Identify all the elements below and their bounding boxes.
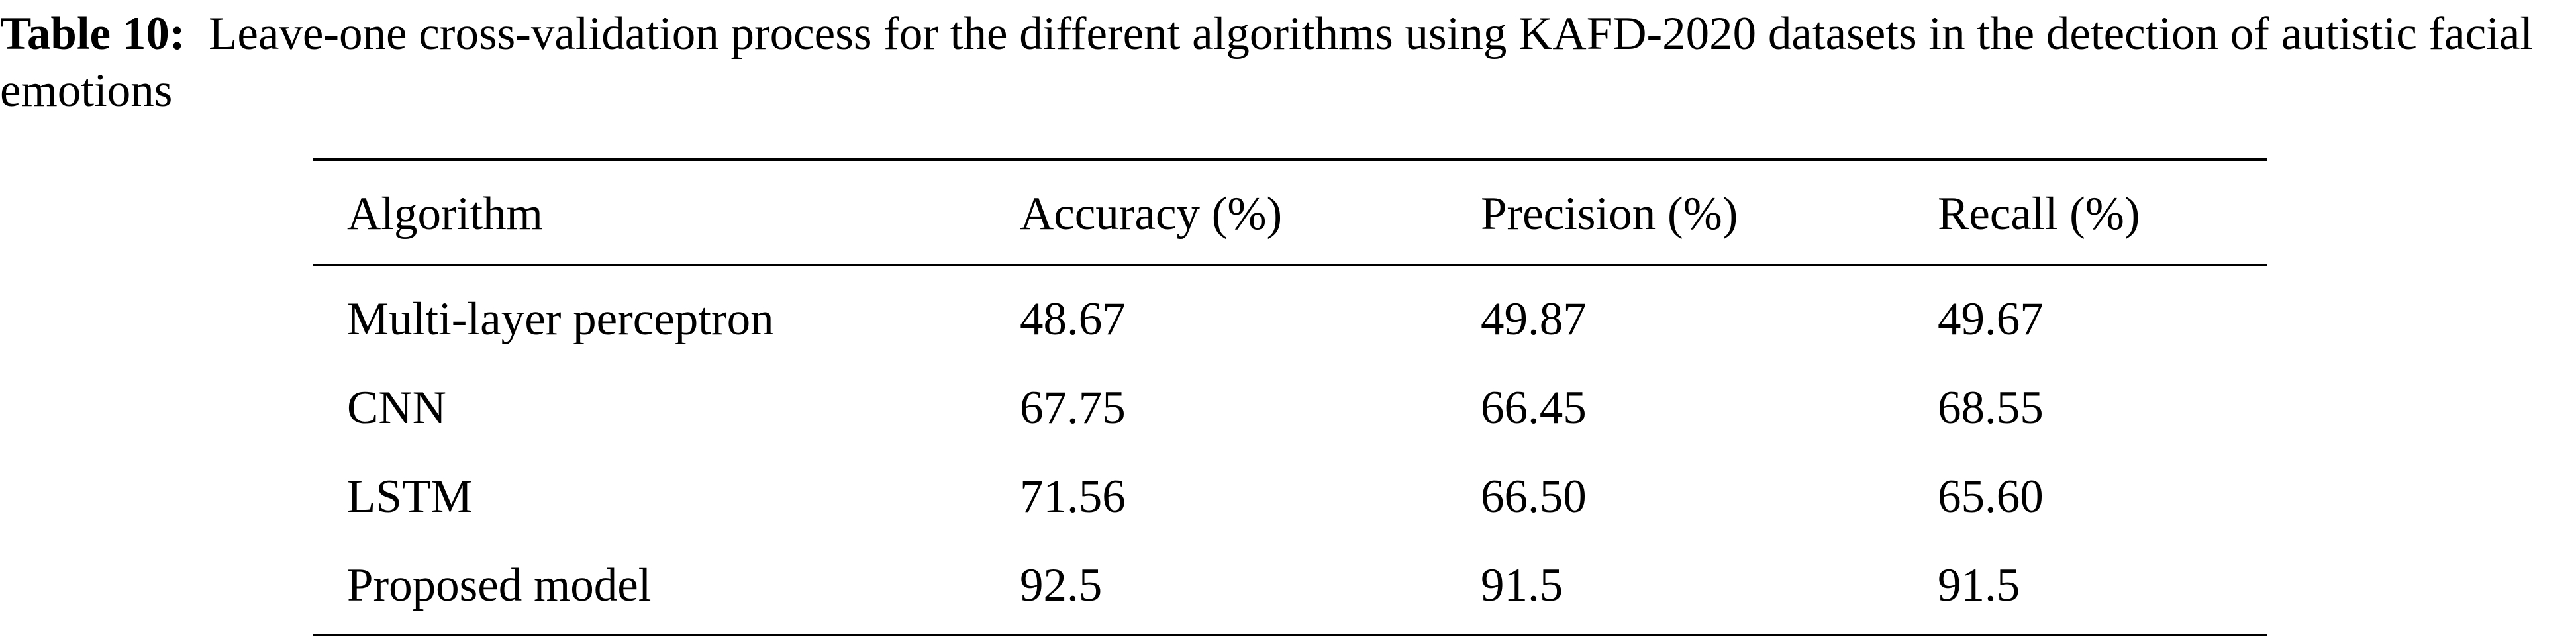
data-cell: 66.45 xyxy=(1481,382,1587,434)
bottom-rule xyxy=(313,634,2267,636)
row-label: LSTM xyxy=(347,471,473,522)
data-cell: 91.5 xyxy=(1938,560,2020,611)
data-cell: 91.5 xyxy=(1481,560,1563,611)
header-cell: Algorithm xyxy=(347,188,543,240)
header-cell: Recall (%) xyxy=(1938,188,2140,240)
data-cell: 71.56 xyxy=(1020,471,1126,522)
data-cell: 49.87 xyxy=(1481,293,1587,345)
top-rule xyxy=(313,158,2267,161)
table-caption: Table 10: Leave-one cross-validation pro… xyxy=(0,5,2576,119)
caption-label: Table 10: xyxy=(0,8,185,60)
data-cell: 48.67 xyxy=(1020,293,1126,345)
header-cell: Accuracy (%) xyxy=(1020,188,1283,240)
row-label: CNN xyxy=(347,382,446,434)
data-cell: 67.75 xyxy=(1020,382,1126,434)
caption-text: Leave-one cross-validation process for t… xyxy=(0,8,2534,117)
data-cell: 92.5 xyxy=(1020,560,1103,611)
data-cell: 49.67 xyxy=(1938,293,2044,345)
data-cell: 65.60 xyxy=(1938,471,2044,522)
header-cell: Precision (%) xyxy=(1481,188,1738,240)
row-label: Proposed model xyxy=(347,560,652,611)
data-cell: 66.50 xyxy=(1481,471,1587,522)
header-rule xyxy=(313,264,2267,266)
data-cell: 68.55 xyxy=(1938,382,2044,434)
row-label: Multi-layer perceptron xyxy=(347,293,774,345)
